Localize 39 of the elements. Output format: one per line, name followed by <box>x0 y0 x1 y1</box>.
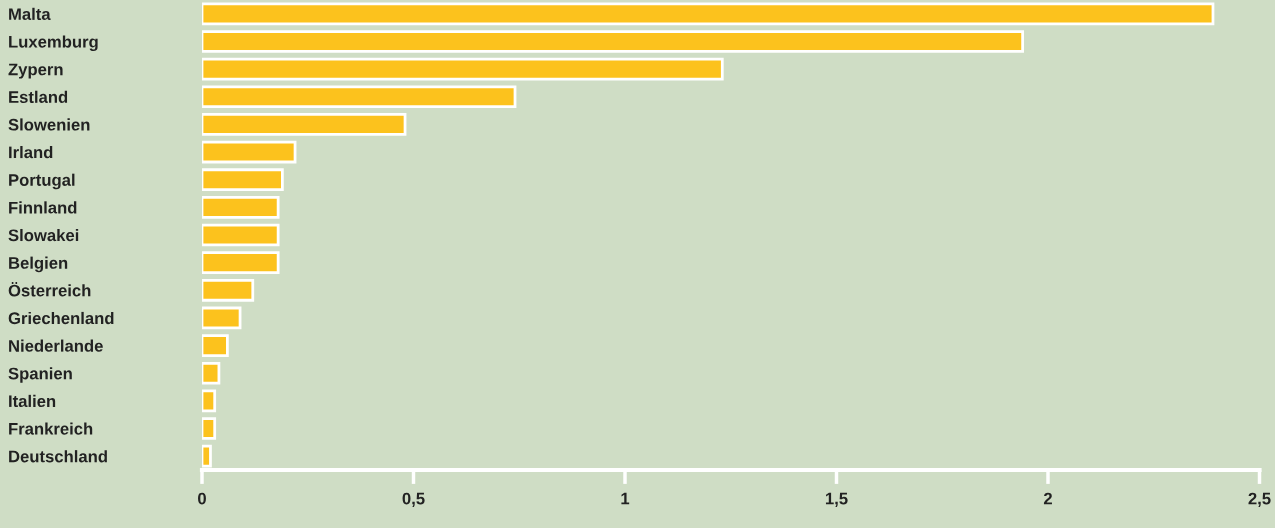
y-tick-label: Zypern <box>8 63 63 79</box>
bar <box>202 196 280 219</box>
y-tick-label: Frankreich <box>9 422 93 435</box>
bar <box>202 223 280 247</box>
bar <box>202 2 1215 26</box>
y-tick-label: Slowakei <box>8 228 79 242</box>
y-tick-label: Estland <box>9 90 68 103</box>
x-tick-label: 2 <box>1043 492 1052 505</box>
y-tick-label: Österreich <box>8 282 91 297</box>
y-tick-label: Italien <box>9 394 56 408</box>
y-tick-label: Niederlande <box>9 339 103 352</box>
bar <box>202 85 517 109</box>
bar <box>202 306 242 330</box>
bar <box>202 168 284 192</box>
bar <box>202 113 407 136</box>
x-tick-label: 0,5 <box>402 492 425 507</box>
x-tick-label: 1 <box>621 492 630 505</box>
y-tick-label: Spanien <box>8 367 72 383</box>
x-tick-label: 2,5 <box>1248 492 1271 507</box>
x-tick-label: 1,5 <box>825 492 848 507</box>
bar <box>202 30 1025 53</box>
y-tick-label: Belgien <box>9 256 68 273</box>
x-tick-label: 0 <box>198 492 206 505</box>
y-tick-label: Luxemburg <box>9 35 98 52</box>
y-tick-label: Griechenland <box>8 311 114 325</box>
bar <box>202 251 280 274</box>
y-tick-label: Slowenien <box>8 118 90 131</box>
bar <box>202 334 229 357</box>
y-tick-label: Deutschland <box>9 450 107 463</box>
bar <box>202 417 217 440</box>
y-tick-label: Finnland <box>9 201 77 214</box>
y-tick-label: Malta <box>9 7 51 21</box>
y-tick-label: Irland <box>9 146 53 159</box>
bar <box>202 361 221 385</box>
bar <box>202 57 724 81</box>
bar <box>202 389 217 413</box>
y-tick-label: Portugal <box>9 173 75 190</box>
bar <box>202 140 297 164</box>
bar <box>202 278 255 302</box>
